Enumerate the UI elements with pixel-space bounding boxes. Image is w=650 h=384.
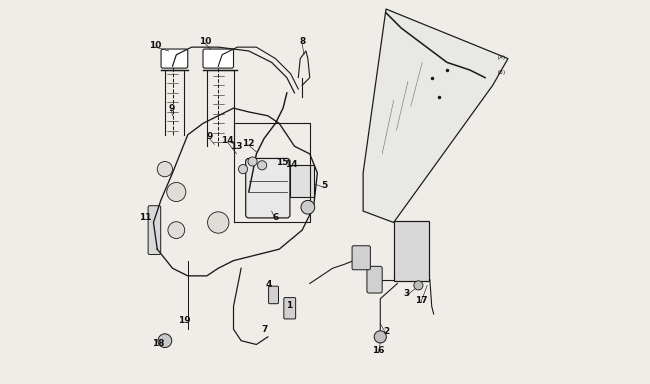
Text: 19: 19 xyxy=(177,316,190,325)
Text: 14: 14 xyxy=(222,136,234,145)
Text: 5: 5 xyxy=(321,181,328,190)
Text: 18: 18 xyxy=(151,339,164,348)
FancyBboxPatch shape xyxy=(148,206,161,255)
Text: 17: 17 xyxy=(415,296,428,305)
Text: 14: 14 xyxy=(285,160,298,169)
Text: 7: 7 xyxy=(261,325,268,334)
Text: 12: 12 xyxy=(242,139,255,148)
Text: 6: 6 xyxy=(272,214,279,222)
Text: 15: 15 xyxy=(276,158,289,167)
FancyBboxPatch shape xyxy=(246,159,290,218)
FancyBboxPatch shape xyxy=(161,49,188,68)
FancyBboxPatch shape xyxy=(268,286,278,304)
Text: 9: 9 xyxy=(168,104,175,113)
FancyBboxPatch shape xyxy=(284,298,296,319)
Text: 9: 9 xyxy=(206,132,213,141)
Circle shape xyxy=(167,182,186,202)
Circle shape xyxy=(158,334,172,348)
Circle shape xyxy=(414,281,423,290)
Text: 10: 10 xyxy=(149,41,162,50)
Text: 16: 16 xyxy=(372,346,385,356)
Circle shape xyxy=(374,331,386,343)
FancyBboxPatch shape xyxy=(395,221,429,281)
Circle shape xyxy=(257,161,266,170)
Text: (B): (B) xyxy=(497,70,506,75)
FancyBboxPatch shape xyxy=(203,49,233,68)
Circle shape xyxy=(157,162,172,177)
FancyBboxPatch shape xyxy=(290,165,315,197)
Text: 11: 11 xyxy=(139,214,151,222)
Circle shape xyxy=(248,157,257,166)
Circle shape xyxy=(168,222,185,238)
Text: 13: 13 xyxy=(230,142,243,151)
Text: 4: 4 xyxy=(265,280,272,289)
Text: (A): (A) xyxy=(497,55,506,60)
FancyBboxPatch shape xyxy=(352,246,370,270)
Circle shape xyxy=(301,200,315,214)
Text: 1: 1 xyxy=(287,301,292,310)
Text: 8: 8 xyxy=(299,37,305,46)
FancyBboxPatch shape xyxy=(367,266,382,293)
Circle shape xyxy=(207,212,229,233)
Text: 10: 10 xyxy=(199,37,211,46)
Text: 3: 3 xyxy=(403,289,410,298)
Circle shape xyxy=(239,165,248,174)
Text: 2: 2 xyxy=(383,328,389,336)
Polygon shape xyxy=(363,9,508,222)
